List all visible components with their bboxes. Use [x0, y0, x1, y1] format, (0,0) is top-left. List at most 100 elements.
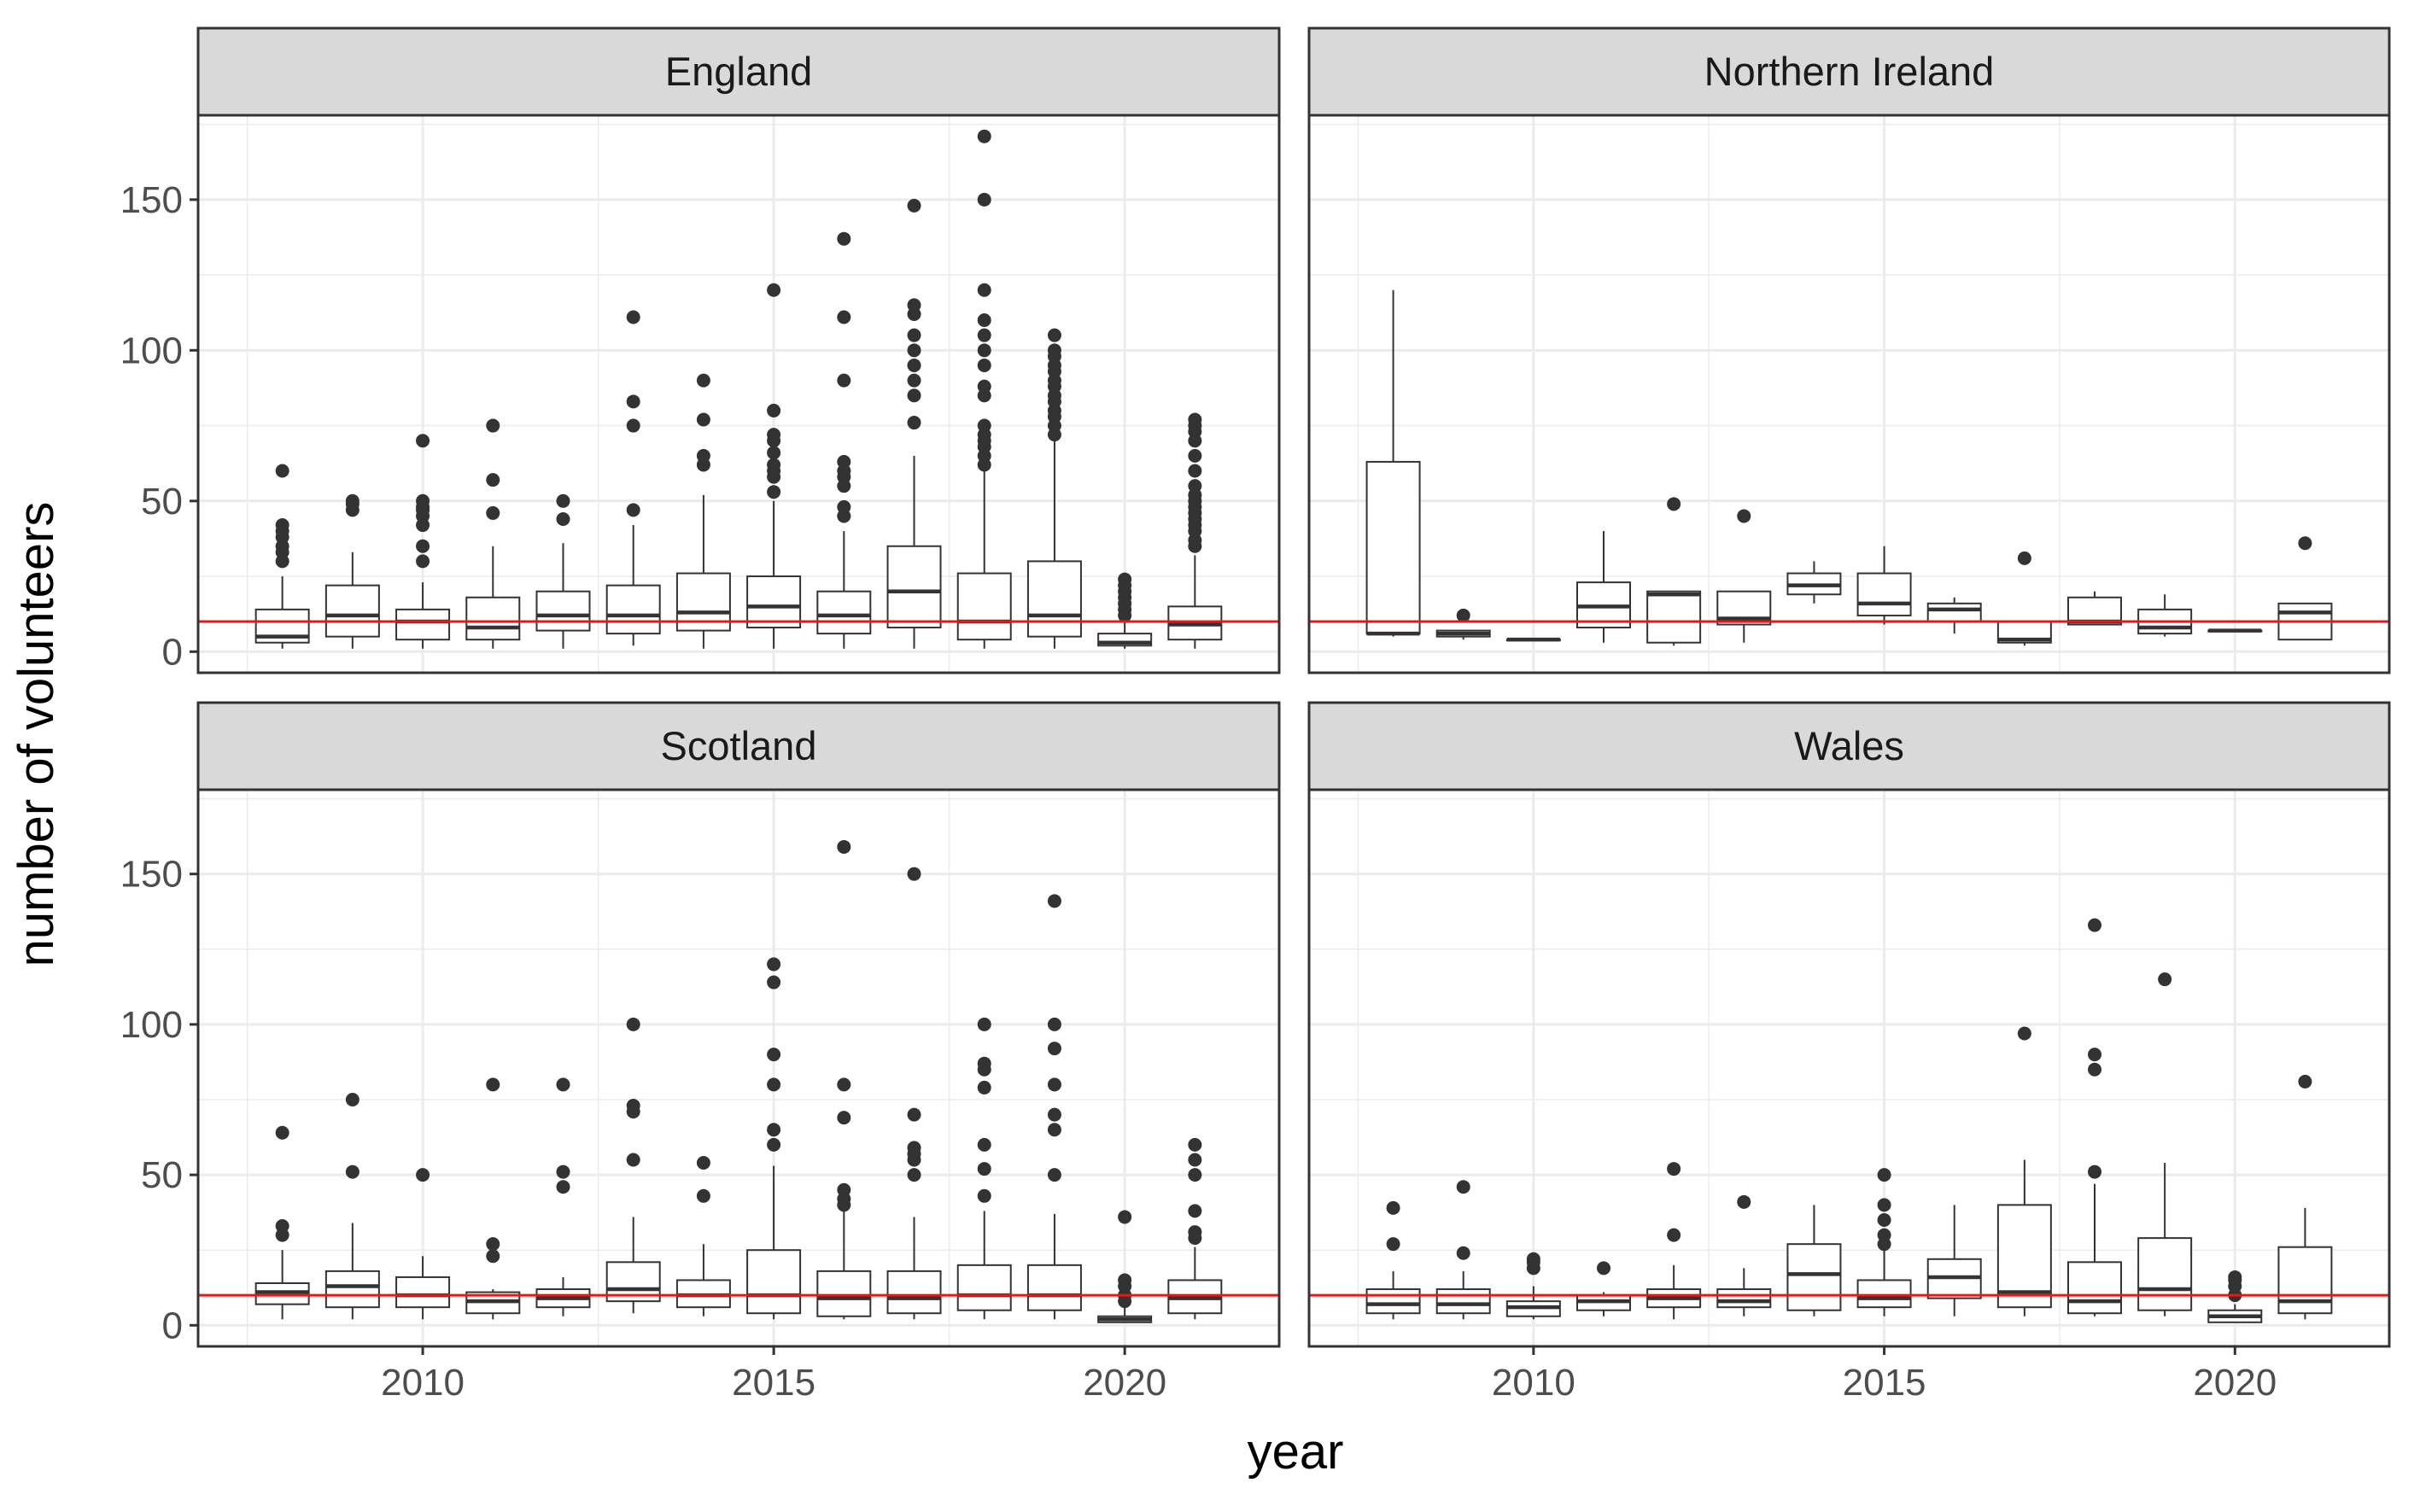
panel-england-box-2009: [324, 493, 380, 649]
panel-england-box-2013-outlier: [626, 418, 640, 433]
panel-wales-box-2008-outlier: [1386, 1237, 1400, 1252]
panel-england-box-2021-outlier: [1188, 479, 1202, 493]
panel-scotland-box-2016-outlier: [837, 1182, 851, 1197]
panel-england-box-2013-iqr: [605, 584, 661, 635]
panel-scotland-box-2021-outlier: [1188, 1137, 1202, 1152]
panel-england-box-2015-outlier: [767, 283, 781, 297]
panel-england-box-2018-iqr: [956, 572, 1012, 641]
panel-wales-strip: [1307, 701, 2391, 791]
panel-northern-ireland-box-2012-outlier: [1667, 497, 1681, 511]
panel-northern-ireland-box-2015: [1856, 546, 1912, 625]
panel-england-box-2016-outlier: [837, 499, 851, 514]
panel-scotland-box-2020-outlier: [1118, 1273, 1132, 1287]
panel-wales-box-2018-outlier: [2088, 1165, 2101, 1179]
panel-wales-box-2019: [2137, 972, 2193, 1316]
panel-wales: Wales 2010 2015 2020: [1307, 701, 2391, 1404]
panel-scotland-strip: [196, 701, 1281, 791]
panel-england-box-2015: [746, 283, 802, 649]
panel-england-box-2018-outlier: [977, 313, 991, 328]
panel-england-box-2016-outlier: [837, 373, 851, 388]
panel-wales-box-2012-outlier: [1667, 1228, 1681, 1242]
panel-scotland-box-2016: [816, 839, 872, 1320]
panel-northern-ireland-strip-label: Northern Ireland: [1704, 49, 1995, 94]
panel-scotland-box-2016-outlier: [837, 1077, 851, 1092]
panel-northern-ireland-box-2010: [1505, 637, 1561, 642]
panel-wales-box-2008-iqr: [1365, 1288, 1421, 1315]
panel-scotland-box-2009-iqr: [324, 1270, 380, 1309]
panel-scotland-y-tick-label: 0: [162, 1305, 183, 1346]
panel-northern-ireland-box-2011: [1576, 531, 1631, 643]
panel-scotland-box-2017: [886, 867, 942, 1320]
panel-england-box-2010-outlier: [416, 539, 430, 553]
panel-wales-x-tick-label: 2020: [2193, 1362, 2277, 1404]
panel-scotland-x-tick-label: 2010: [381, 1362, 465, 1404]
panel-england-box-2012-outlier: [556, 511, 570, 526]
panel-wales-box-2015-outlier: [1877, 1168, 1891, 1182]
panel-england-box-2017-iqr: [886, 545, 942, 629]
panel-scotland-box-2012-outlier: [556, 1165, 570, 1179]
panel-scotland-box-2011-outlier: [486, 1077, 500, 1092]
panel-scotland-box-2016-outlier: [837, 1111, 851, 1125]
panel-england-box-2021: [1167, 412, 1223, 649]
panel-england-box-2020-outlier: [1118, 572, 1132, 587]
panel-wales-box-2018-outlier: [2088, 918, 2101, 932]
panel-england-box-2017: [886, 198, 942, 649]
panel-northern-ireland-strip: [1307, 26, 2391, 117]
panel-scotland-box-2017-outlier: [907, 1107, 921, 1122]
panel-england-box-2020: [1097, 572, 1153, 649]
panel-scotland-box-2017-outlier: [907, 1168, 921, 1182]
panel-england-box-2021-outlier: [1188, 448, 1202, 463]
panel-northern-ireland-background: [1309, 115, 2389, 673]
panel-scotland-box-2013-outlier: [626, 1099, 640, 1113]
panel-england-box-2011-outlier: [486, 418, 500, 433]
panel-scotland-box-2010-iqr: [395, 1276, 451, 1309]
panel-scotland-box-2009-outlier: [345, 1093, 359, 1107]
panel-england-box-2008: [254, 464, 310, 649]
panel-northern-ireland-box-2015-iqr: [1856, 572, 1912, 616]
panel-scotland-box-2018-outlier: [977, 1188, 991, 1203]
panel-england-y-tick-label: 50: [141, 481, 183, 522]
panel-england-box-2018-outlier: [977, 418, 991, 433]
panel-wales-box-2009-outlier: [1456, 1180, 1470, 1194]
panel-northern-ireland-box-2008-iqr: [1365, 460, 1421, 635]
x-axis-title: year: [1248, 1424, 1344, 1480]
panel-england-box-2018-outlier: [977, 343, 991, 358]
panel-scotland-box-2019-outlier: [1047, 1017, 1061, 1031]
panel-wales-box-2008: [1365, 1200, 1421, 1320]
panel-england-box-2016-outlier: [837, 454, 851, 469]
panel-wales-box-2016: [1926, 1205, 1982, 1316]
panel-england-box-2018-outlier: [977, 283, 991, 297]
panel-scotland-box-2016-outlier: [837, 839, 851, 854]
panel-northern-ireland-box-2013-outlier: [1737, 509, 1751, 523]
panel-england-box-2018-outlier: [977, 379, 991, 394]
panel-wales-box-2018-outlier: [2088, 1062, 2101, 1077]
panel-scotland-box-2011: [465, 1077, 521, 1320]
panel-england-box-2011-iqr: [465, 596, 521, 641]
panel-wales-box-2013: [1716, 1194, 1772, 1316]
panel-scotland-y-tick-label: 150: [120, 854, 183, 896]
panel-wales-box-2014: [1786, 1205, 1842, 1316]
panel-scotland-y-tick-label: 50: [141, 1154, 183, 1196]
panel-northern-ireland-box-2016: [1926, 597, 1982, 634]
panel-scotland-box-2018-iqr: [956, 1264, 1012, 1311]
panel-northern-ireland-box-2008: [1365, 289, 1421, 637]
panel-wales-box-2012: [1646, 1162, 1702, 1320]
panel-england-box-2017-outlier: [907, 373, 921, 388]
panel-wales-box-2012-outlier: [1667, 1162, 1681, 1176]
panel-northern-ireland: Northern Ireland: [1307, 26, 2391, 674]
panel-wales-box-2017-iqr: [1996, 1204, 2052, 1309]
panel-england-box-2015-outlier: [767, 458, 781, 472]
panel-wales-box-2009: [1435, 1180, 1491, 1320]
panel-scotland-box-2019: [1026, 894, 1082, 1320]
panel-england-box-2019-outlier: [1047, 328, 1061, 342]
panel-wales-box-2018-outlier: [2088, 1048, 2101, 1062]
panel-england-y-tick-label: 150: [120, 179, 183, 221]
panel-scotland-box-2012-outlier: [556, 1180, 570, 1194]
panel-wales-background: [1309, 790, 2389, 1346]
panel-northern-ireland-box-2009-outlier: [1456, 608, 1470, 622]
panel-england-box-2018-outlier: [977, 129, 991, 143]
panel-scotland-box-2008-outlier: [275, 1219, 289, 1234]
panel-england-box-2011-outlier: [486, 473, 500, 487]
panel-scotland-x-tick-label: 2015: [732, 1362, 815, 1404]
panel-scotland-background: [198, 790, 1279, 1346]
